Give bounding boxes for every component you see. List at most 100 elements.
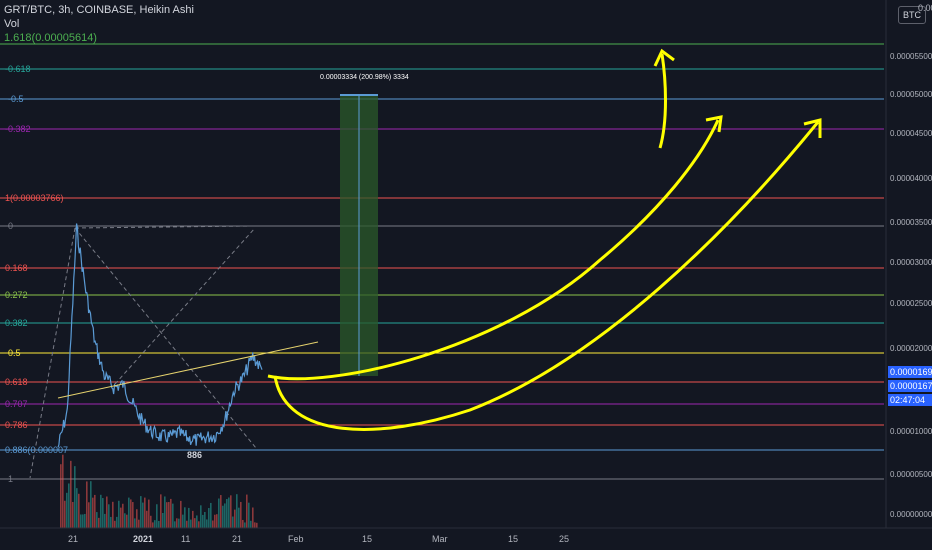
volume-bar <box>148 499 150 528</box>
time-axis[interactable]: 21 2021 11 21 Feb 15 Mar 15 25 <box>0 527 932 544</box>
volume-bar <box>146 510 148 528</box>
volume-bar <box>86 481 88 528</box>
volume-bar <box>212 520 214 528</box>
volume-bar <box>104 513 106 528</box>
symbol-title[interactable]: GRT/BTC, 3h, COINBASE, Heikin Ashi <box>4 4 194 16</box>
volume-bar <box>140 496 142 528</box>
price-axis-tick: 0.00000000 <box>890 510 932 519</box>
fib-level-label: 1(0.00003766) <box>5 193 64 203</box>
volume-bar <box>218 498 220 528</box>
volume-bar <box>144 497 146 528</box>
volume-bar <box>204 511 206 528</box>
volume-bar <box>234 509 236 528</box>
fib-level-label: 0.707 <box>5 399 28 409</box>
fib-level-label: -0.382 <box>5 124 31 134</box>
volume-bar <box>100 494 102 528</box>
measure-top-cap <box>340 94 378 96</box>
volume-bar <box>256 522 258 528</box>
volume-label[interactable]: Vol <box>4 18 20 30</box>
price-axis-tick: 0.00002000 <box>890 344 932 353</box>
trendline[interactable] <box>57 341 319 399</box>
price-series <box>57 223 263 448</box>
volume-bar <box>192 510 194 528</box>
volume-bar <box>246 494 248 528</box>
currency-badge[interactable]: BTC <box>898 6 926 24</box>
volume-bar <box>134 518 136 528</box>
volume-bar <box>94 494 96 528</box>
volume-bar <box>186 520 188 528</box>
fib-level-label: 0.5 <box>8 348 21 358</box>
volume-bar <box>150 515 152 528</box>
time-axis-label: 21 <box>232 534 242 544</box>
volume-bar <box>190 519 192 528</box>
volume-bar <box>210 502 212 528</box>
volume-bar <box>172 503 174 528</box>
measure-label: 0.00003334 (200.98%) 3334 <box>320 74 409 81</box>
volume-bar <box>64 500 66 528</box>
volume-bar <box>110 516 112 528</box>
time-axis-label: Feb <box>288 534 304 544</box>
arrow-curve-middle[interactable] <box>267 119 720 381</box>
volume-bar <box>198 521 200 528</box>
volume-bar <box>80 514 82 528</box>
price-axis-tick: 0.00005000 <box>890 90 932 99</box>
volume-bar <box>156 504 158 528</box>
arrowhead-up <box>653 48 675 67</box>
volume-bar <box>232 516 234 528</box>
volume-bar <box>238 507 240 528</box>
fib-retracement-layer: -0.618 -0.5 -0.382 1(0.00003766) 0 0.168 0.272… <box>0 43 884 484</box>
volume-bar <box>76 488 78 528</box>
volume-bar <box>102 498 104 528</box>
volume-bar <box>120 507 122 528</box>
volume-bar <box>168 502 170 528</box>
time-axis-label: 15 <box>362 534 372 544</box>
time-axis-label: Mar <box>432 534 448 544</box>
drawn-arrows[interactable] <box>267 48 822 431</box>
volume-bar <box>214 514 216 528</box>
fib-level-label: 0.618 <box>5 377 28 387</box>
volume-bar <box>180 500 182 528</box>
price-axis-tick: 0.00003000 <box>890 258 932 267</box>
fib-level-label: 0.382 <box>5 318 28 328</box>
price-axis-tick: 0.00004500 <box>890 129 932 138</box>
fib-level-label: 0.786 <box>5 420 28 430</box>
time-axis-label: 25 <box>559 534 569 544</box>
volume-bar <box>90 481 92 528</box>
volume-bar <box>128 497 130 528</box>
diagonal-dashed-line <box>74 227 257 449</box>
time-axis-label: 11 <box>181 534 190 544</box>
volume-bar <box>170 498 172 528</box>
volume-bar <box>162 512 164 528</box>
volume-bar <box>126 514 128 528</box>
low-label: 886 <box>187 450 202 460</box>
arrow-curve-up[interactable] <box>658 53 667 149</box>
volume-bar <box>166 502 168 528</box>
volume-bar <box>248 502 250 528</box>
volume-bar <box>108 504 110 528</box>
fib-level-label: 1 <box>8 474 13 484</box>
volume-bar <box>142 502 144 528</box>
fib-level-label: 0.886(0.000007 <box>5 445 68 455</box>
volume-bar <box>226 498 228 528</box>
diagonal-dashed-line <box>74 225 256 229</box>
volume-bar <box>222 505 224 528</box>
diagonal-dashed-line <box>29 227 76 479</box>
price-tag-close: 0.00001677 <box>888 380 932 392</box>
volume-bar <box>78 493 80 528</box>
volume-bar <box>96 512 98 528</box>
volume-bar <box>72 501 74 528</box>
volume-bar <box>200 505 202 528</box>
volume-bar <box>216 514 218 528</box>
volume-bar <box>242 519 244 528</box>
time-axis-label: 15 <box>508 534 518 544</box>
volume-bar <box>92 497 94 528</box>
volume-bar <box>130 499 132 528</box>
volume-bar <box>240 501 242 528</box>
arrow-curve-right[interactable] <box>273 121 820 431</box>
volume-bar <box>68 483 70 528</box>
volume-bar <box>154 520 156 528</box>
volume-bar <box>70 460 72 528</box>
